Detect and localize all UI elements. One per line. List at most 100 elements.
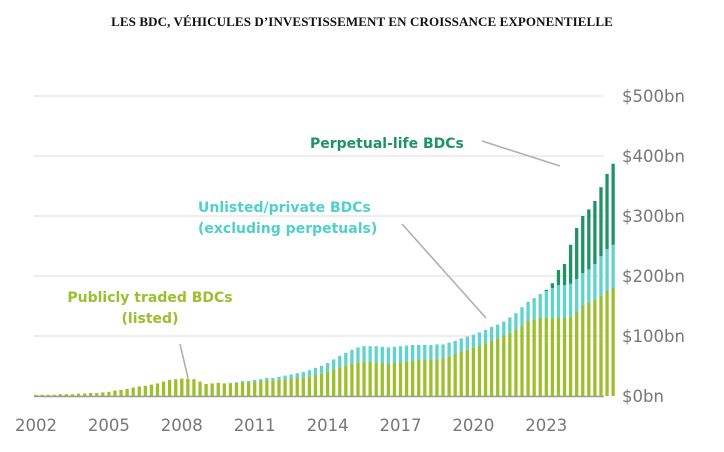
- annotations: Perpetual-life BDCs Unlisted/private BDCs…: [67, 136, 464, 327]
- bar-listed: [210, 383, 214, 396]
- x-tick-label: 2008: [161, 416, 203, 435]
- bar-listed: [411, 360, 415, 396]
- bar-listed: [198, 381, 202, 396]
- bar-unlisted: [240, 381, 245, 383]
- bar-perpetual: [544, 289, 548, 291]
- bar-unlisted: [277, 376, 281, 380]
- bar-unlisted: [593, 264, 597, 300]
- bar-unlisted: [319, 366, 324, 374]
- bar-listed: [216, 382, 220, 396]
- bar-listed: [174, 379, 178, 396]
- bar-listed: [149, 384, 154, 396]
- bar-listed: [526, 321, 530, 396]
- bar-unlisted: [392, 346, 397, 363]
- x-axis-ticks: 2002 2005 2008 2011 2014 2017 2020 2023: [15, 416, 567, 435]
- bar-unlisted: [477, 332, 482, 346]
- bar-unlisted: [459, 338, 463, 352]
- bar-listed: [119, 390, 123, 396]
- y-axis-ticks: $0bn $100bn $200bn $300bn $400bn $500bn: [622, 87, 685, 406]
- bar-listed: [575, 312, 579, 396]
- annotation-label: (listed): [122, 311, 179, 327]
- annotation-label: (excluding perpetuals): [198, 221, 377, 237]
- bar-unlisted: [435, 344, 439, 359]
- bar-unlisted: [253, 379, 257, 382]
- bar-listed: [453, 354, 457, 396]
- bar-unlisted: [338, 355, 342, 368]
- bar-listed: [593, 300, 597, 396]
- bar-listed: [356, 362, 360, 396]
- bar-listed: [344, 365, 348, 396]
- bar-listed: [192, 379, 196, 396]
- bar-unlisted: [508, 317, 512, 333]
- bar-listed: [137, 386, 141, 396]
- bar-unlisted: [350, 349, 354, 364]
- bar-listed: [89, 393, 93, 396]
- bar-listed: [508, 333, 512, 396]
- bar-listed: [46, 394, 50, 396]
- bar-listed: [392, 363, 397, 396]
- bar-listed: [599, 295, 603, 396]
- bar-unlisted: [489, 327, 494, 341]
- bar-unlisted: [423, 345, 427, 360]
- bar-listed: [307, 376, 312, 396]
- bar-listed: [259, 381, 263, 396]
- bar-unlisted: [289, 374, 293, 379]
- bar-unlisted: [453, 340, 457, 354]
- bar-unlisted: [465, 336, 469, 350]
- bar-listed: [477, 345, 482, 396]
- bar-listed: [465, 349, 469, 396]
- bar-unlisted: [368, 346, 372, 362]
- bar-listed: [483, 343, 488, 396]
- annotation-leader-line: [481, 140, 561, 167]
- bar-unlisted: [562, 285, 567, 318]
- bar-unlisted: [520, 307, 524, 326]
- bar-listed: [350, 363, 354, 396]
- bar-listed: [611, 288, 615, 396]
- bar-listed: [538, 318, 542, 396]
- bar-listed: [204, 384, 208, 396]
- bar-listed: [95, 393, 99, 396]
- bar-listed: [605, 291, 609, 396]
- bar-listed: [155, 383, 160, 396]
- bar-unlisted: [344, 352, 348, 366]
- bar-listed: [277, 379, 281, 396]
- bar-listed: [113, 390, 117, 396]
- x-tick-label: 2020: [452, 416, 494, 435]
- bar-unlisted: [496, 324, 500, 339]
- bar-unlisted: [514, 313, 518, 330]
- bar-perpetual: [611, 163, 615, 245]
- x-tick-label: 2017: [380, 416, 422, 435]
- annotation-leader-line: [401, 223, 487, 319]
- bar-unlisted: [611, 244, 615, 288]
- bar-listed: [161, 381, 166, 396]
- bar-unlisted: [471, 334, 476, 348]
- bar-listed: [532, 319, 536, 396]
- x-tick-label: 2002: [15, 416, 57, 435]
- bar-perpetual: [556, 270, 561, 285]
- x-tick-label: 2023: [525, 416, 567, 435]
- bar-perpetual: [581, 216, 585, 273]
- annotation-label: Unlisted/private BDCs: [198, 200, 371, 216]
- bar-listed: [404, 361, 409, 396]
- bar-perpetual: [593, 201, 597, 264]
- bar-listed: [234, 382, 239, 396]
- bar-listed: [82, 393, 87, 396]
- annotation-label: Perpetual-life BDCs: [310, 136, 464, 152]
- y-tick-label: $300bn: [622, 207, 685, 226]
- bar-listed: [70, 394, 75, 396]
- bar-listed: [143, 385, 147, 396]
- bar-listed: [332, 369, 336, 396]
- bar-unlisted: [228, 382, 233, 384]
- bar-listed: [562, 318, 567, 396]
- bar-listed: [228, 383, 233, 396]
- bar-listed: [489, 340, 494, 396]
- bar-listed: [417, 360, 421, 396]
- x-tick-label: 2014: [307, 416, 349, 435]
- bar-listed: [253, 381, 257, 396]
- bar-listed: [368, 361, 372, 396]
- bar-listed: [289, 378, 293, 396]
- bar-listed: [34, 394, 38, 396]
- bar-listed: [374, 362, 378, 396]
- bar-listed: [338, 367, 342, 396]
- bar-listed: [64, 394, 69, 396]
